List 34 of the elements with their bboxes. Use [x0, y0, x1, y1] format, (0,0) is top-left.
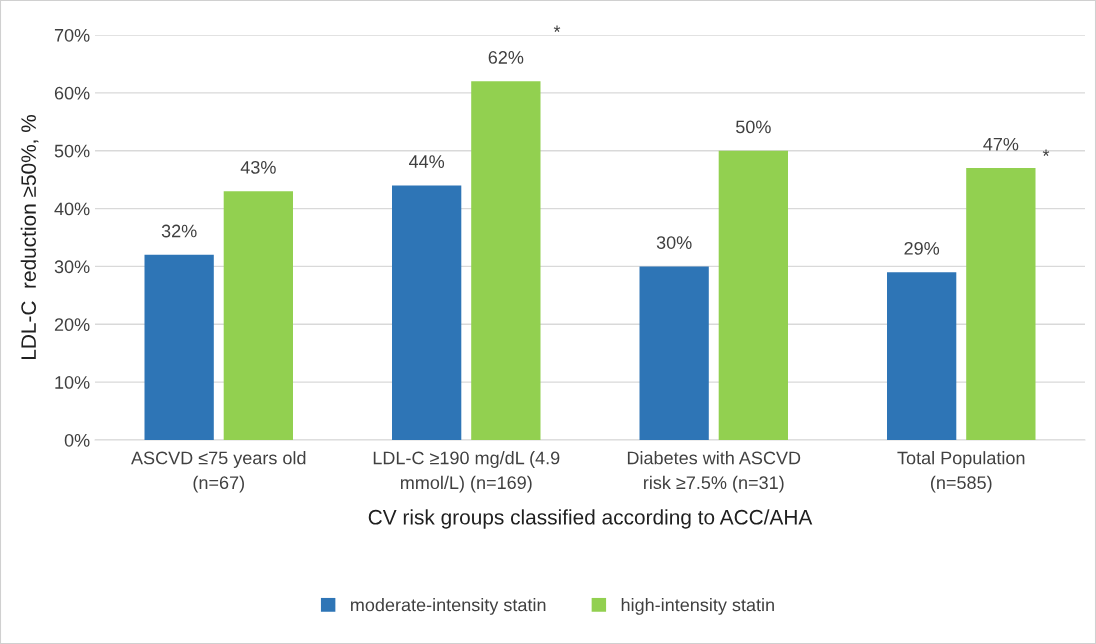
- x-tick-label: ASCVD ≤75 years old (n=67): [131, 451, 306, 493]
- data-label: 29%: [904, 241, 940, 255]
- x-tick-label: Diabetes with ASCVD risk ≥7.5% (n=31): [627, 451, 801, 493]
- y-tick-label: 60%: [54, 86, 90, 100]
- data-label: 44%: [409, 155, 445, 168]
- y-tick-label: 70%: [54, 28, 90, 42]
- annotation: *: [1042, 149, 1050, 156]
- bar: [471, 81, 541, 440]
- bar: [639, 266, 709, 440]
- text: *: [553, 25, 561, 32]
- legend-label: moderate-intensity statin: [351, 598, 546, 615]
- x-axis-title: CV risk groups classified according to ACC/AHA: [368, 509, 813, 529]
- bar: [223, 191, 293, 440]
- x-tick-label: LDL-C ≥190 mg/dL (4.9 mmol/L) (n=169): [373, 451, 560, 493]
- data-label: 50%: [736, 120, 771, 134]
- y-tick-label: 0%: [64, 433, 90, 447]
- legend-label: high-intensity statin: [621, 598, 774, 615]
- y-tick-label: 30%: [54, 260, 90, 274]
- bar: [144, 254, 214, 440]
- bar: [966, 168, 1036, 440]
- y-tick-label: 50%: [54, 144, 90, 158]
- y-tick-label: 20%: [54, 318, 90, 332]
- bar: [887, 272, 957, 440]
- data-label: 30%: [656, 236, 692, 249]
- bar: [718, 150, 788, 440]
- data-label: 47%: [983, 137, 1019, 151]
- y-tick-label: 10%: [55, 376, 90, 389]
- data-label: 43%: [240, 160, 276, 174]
- x-tick-label: Total Population (n=585): [897, 451, 1025, 493]
- bar: [392, 185, 462, 440]
- data-label: 32%: [161, 224, 197, 238]
- y-axis-title: LDL-C reduction ≥50%, %: [20, 114, 39, 360]
- data-label: 62%: [488, 51, 524, 64]
- y-tick-label: 40%: [54, 202, 90, 216]
